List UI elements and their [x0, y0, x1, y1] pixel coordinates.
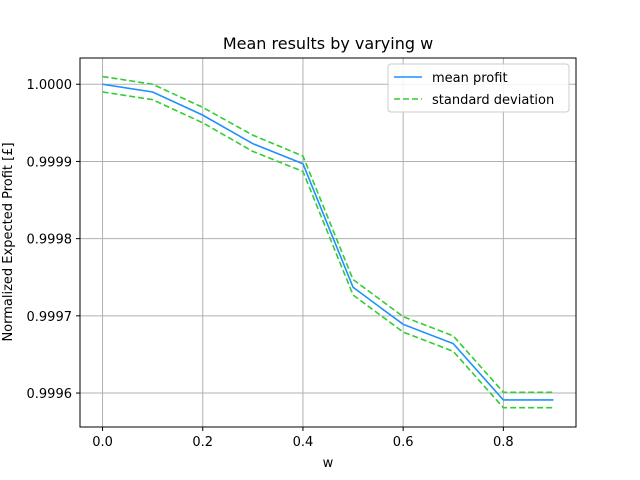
std-dev-line — [103, 92, 554, 408]
x-tick-label: 0.8 — [493, 435, 514, 450]
series-layer — [103, 77, 554, 408]
x-axis: 0.0 0.2 0.4 0.6 0.8 — [92, 427, 513, 450]
x-axis-label: w — [323, 456, 334, 471]
y-axis-label: Normalized Expected Profit [£] — [1, 142, 16, 341]
y-tick-label: 0.9999 — [27, 155, 73, 170]
x-tick-label: 0.4 — [293, 435, 314, 450]
mean-profit-line — [103, 84, 554, 400]
plot-frame — [80, 58, 576, 427]
legend-label: standard deviation — [432, 93, 554, 108]
y-tick-label: 0.9996 — [27, 387, 73, 402]
y-tick-label: 1.0000 — [27, 78, 73, 93]
y-axis: 0.9996 0.9997 0.9998 0.9999 1.0000 — [27, 78, 81, 402]
legend-label: mean profit — [432, 71, 508, 86]
x-tick-label: 0.6 — [393, 435, 414, 450]
y-tick-label: 0.9998 — [27, 233, 73, 248]
grid-layer — [80, 58, 576, 427]
chart-title: Mean results by varying w — [223, 34, 433, 53]
x-tick-label: 0.0 — [92, 435, 113, 450]
legend: mean profit standard deviation — [388, 64, 569, 112]
std-dev-line — [103, 77, 554, 393]
y-tick-label: 0.9997 — [27, 310, 73, 325]
x-tick-label: 0.2 — [192, 435, 213, 450]
